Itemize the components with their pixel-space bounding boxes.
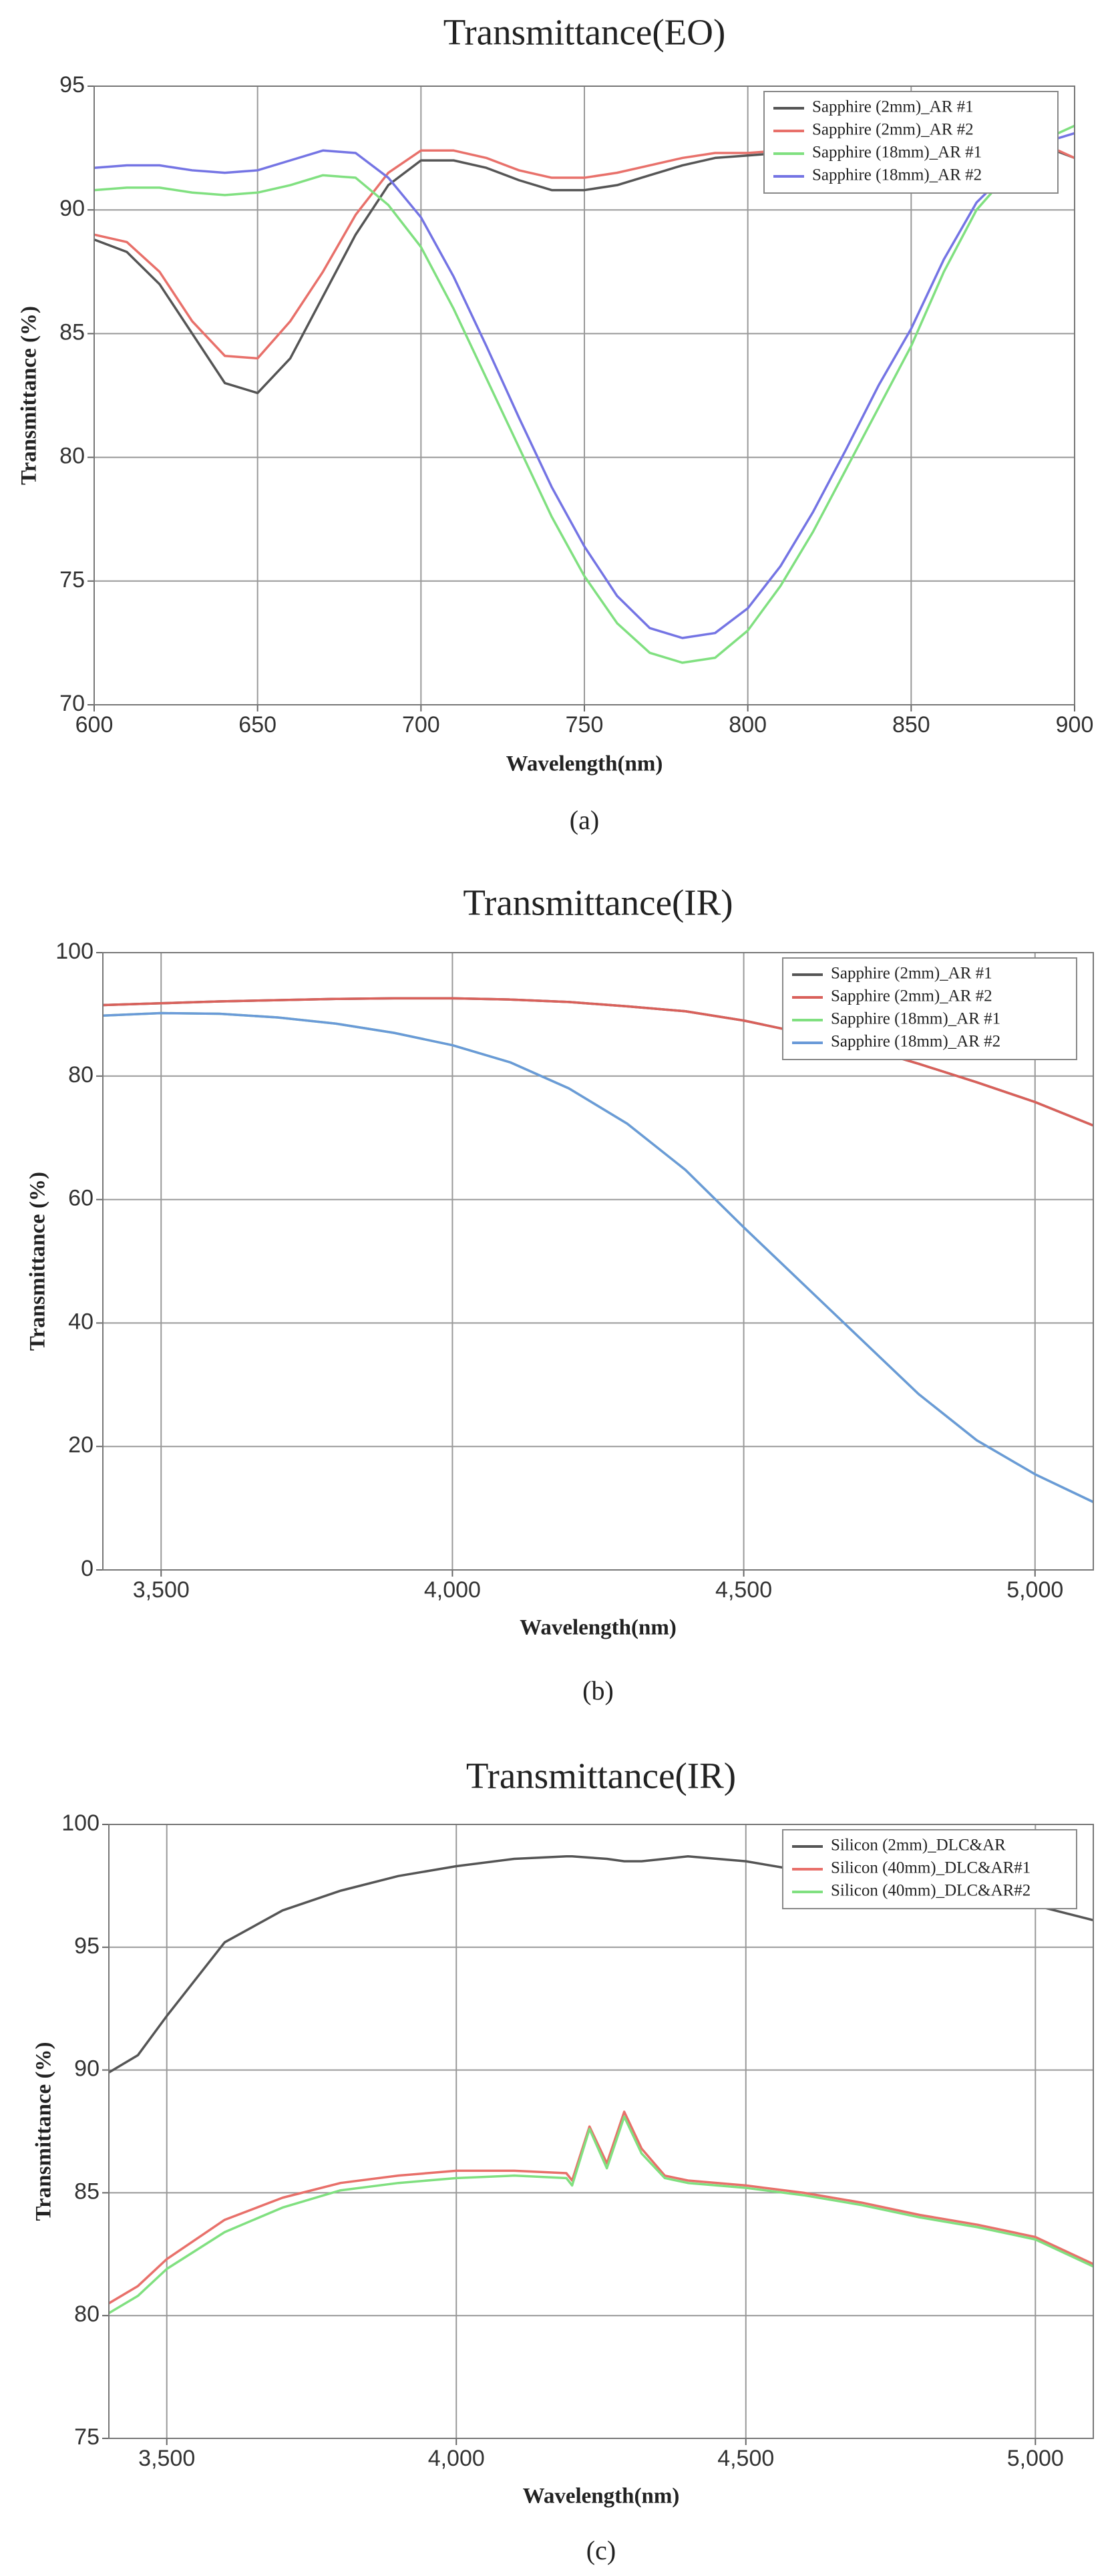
y-tick-label: 40	[68, 1309, 94, 1334]
y-tick-label: 95	[74, 1933, 100, 1959]
series-line	[94, 124, 1075, 664]
x-tick-label: 3,500	[133, 1577, 190, 1603]
x-tick-label: 850	[892, 712, 930, 738]
x-tick-label: 4,000	[424, 1577, 481, 1603]
legend-box	[782, 957, 1077, 1060]
y-tick-label: 85	[59, 319, 85, 345]
y-tick-label: 85	[74, 2179, 100, 2204]
y-tick-label: 0	[81, 1556, 94, 1581]
x-tick-label: 800	[729, 712, 767, 738]
legend: Silicon (2mm)_DLC&AR Silicon (40mm)_DLC&A…	[782, 1829, 1077, 1909]
legend-label: Sapphire (2mm)_AR #2	[812, 121, 974, 139]
legend-label: Silicon (40mm)_DLC&AR#2	[831, 1882, 1031, 1900]
y-tick-label: 90	[59, 196, 85, 221]
legend-label: Sapphire (18mm)_AR #2	[831, 1033, 1000, 1051]
x-axis-label: Wavelength(nm)	[523, 2484, 680, 2509]
legend-label: Silicon (2mm)_DLC&AR	[831, 1836, 1006, 1855]
chart: Transmittance(IR) 75 80 85 90 95 100 3,500 4,000…	[32, 1756, 1094, 2565]
x-tick-label: 4,000	[428, 2446, 485, 2471]
chart: Transmittance(EO) 70 75 80 85 90 95 600 650 700 75…	[17, 12, 1094, 836]
plot-frame	[102, 952, 1094, 1571]
legend-box	[782, 1829, 1077, 1909]
y-tick-label: 20	[68, 1432, 94, 1458]
x-tick-label: 4,500	[715, 1577, 772, 1603]
caption: (a)	[570, 805, 599, 835]
x-tick-label: 5,000	[1006, 1577, 1063, 1603]
y-axis-label: Transmittance (%)	[17, 306, 41, 485]
legend-label: Silicon (40mm)_DLC&AR#1	[831, 1859, 1031, 1877]
x-tick-label: 700	[402, 712, 440, 738]
y-tick-label: 100	[61, 1810, 100, 1836]
legend-label: Sapphire (2mm)_AR #1	[812, 98, 974, 116]
x-axis-label: Wavelength(nm)	[520, 1616, 677, 1640]
series-line	[103, 997, 1093, 1127]
x-tick-label: 750	[566, 712, 604, 738]
chart-title: Transmittance(EO)	[443, 12, 726, 53]
plot	[103, 997, 1093, 1503]
y-tick-label: 80	[68, 1062, 94, 1088]
series-line	[109, 2110, 1093, 2305]
x-axis-label: Wavelength(nm)	[506, 752, 663, 776]
plot-frame	[108, 1824, 1094, 2439]
y-tick-label: 100	[55, 939, 94, 964]
x-tick-label: 650	[238, 712, 276, 738]
y-tick-label: 95	[59, 72, 85, 98]
y-tick-label: 60	[68, 1186, 94, 1211]
y-axis-label: Transmittance (%)	[32, 2042, 56, 2221]
caption: (c)	[586, 2535, 616, 2565]
x-tick-label: 900	[1056, 712, 1094, 738]
series-line	[94, 132, 1075, 639]
chart: Transmittance(IR) 0 20 40 60 80 100 3,500 4,000 4…	[26, 882, 1094, 1706]
legend-label: Sapphire (18mm)_AR #2	[812, 166, 982, 184]
y-axis-label: Transmittance (%)	[26, 1172, 50, 1351]
y-tick-label: 80	[59, 444, 85, 469]
caption: (b)	[582, 1675, 614, 1706]
y-tick-label: 75	[74, 2424, 100, 2450]
chart-title: Transmittance(IR)	[466, 1756, 736, 1796]
legend-box	[763, 91, 1059, 194]
plot-area	[109, 1824, 1093, 2438]
legend-label: Sapphire (2mm)_AR #2	[831, 987, 992, 1005]
legend: Sapphire (2mm)_AR #1 Sapphire (2mm)_AR #2…	[782, 957, 1077, 1060]
series-line	[109, 2115, 1093, 2315]
x-tick-label: 3,500	[138, 2446, 195, 2471]
chart-title: Transmittance(IR)	[463, 882, 733, 923]
legend-label: Sapphire (2mm)_AR #1	[831, 965, 992, 983]
y-tick-label: 75	[59, 567, 85, 593]
y-tick-label: 90	[74, 2056, 100, 2082]
legend-label: Sapphire (18mm)_AR #1	[812, 144, 982, 162]
legend: Sapphire (2mm)_AR #1 Sapphire (2mm)_AR #2…	[763, 91, 1059, 194]
y-tick-label: 70	[59, 691, 85, 716]
x-tick-label: 600	[75, 712, 114, 738]
x-tick-label: 5,000	[1007, 2446, 1064, 2471]
y-tick-label: 80	[74, 2301, 100, 2327]
plot-frame	[94, 86, 1075, 705]
legend-label: Sapphire (18mm)_AR #1	[831, 1010, 1000, 1028]
x-tick-label: 4,500	[717, 2446, 774, 2471]
series-line	[103, 1011, 1093, 1503]
